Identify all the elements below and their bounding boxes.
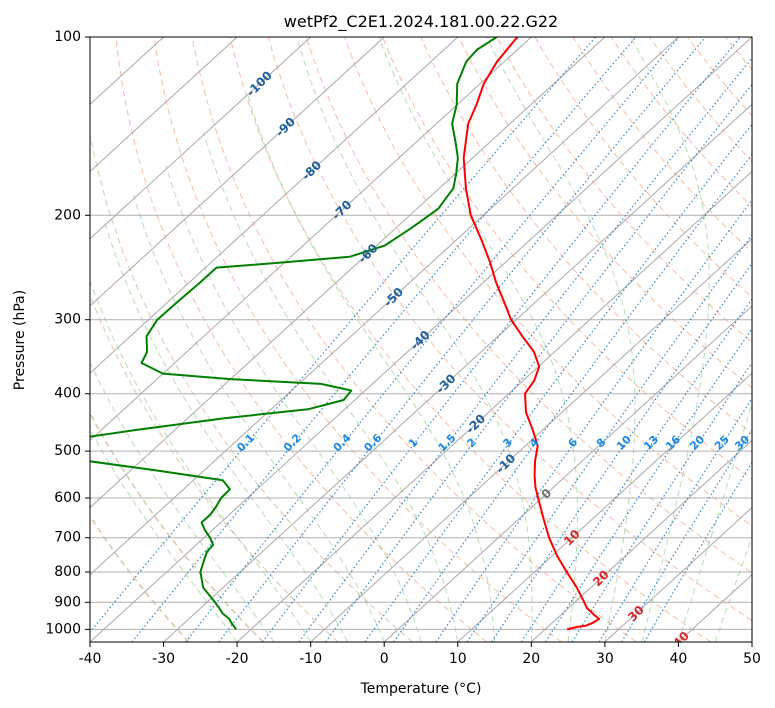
mixing-ratio-lines (90, 37, 752, 642)
isotherm (90, 37, 606, 509)
dry-adiabat (90, 514, 190, 642)
x-tick-label: 10 (449, 651, 467, 667)
mixing-ratio-line (185, 37, 680, 642)
mixing-ratio-line (643, 461, 752, 642)
mixing-ratio-line (598, 397, 752, 642)
mixing-ratio-line (298, 57, 752, 642)
isotherm (90, 37, 238, 173)
x-axis: -40 -30 -20 -10 0 10 20 30 40 50 (79, 642, 761, 667)
y-tick-label: 600 (54, 490, 81, 506)
x-tick-label: -30 (152, 651, 175, 667)
moist-adiabat (90, 361, 275, 642)
y-tick-label: 900 (54, 594, 81, 610)
x-tick-label: 20 (522, 651, 540, 667)
y-tick-label: 100 (54, 29, 81, 45)
isotherm (163, 103, 752, 642)
mixing-ratio-line (621, 428, 752, 642)
plot-area: -100-90-80-70-60-50-40-30-20-10010203040… (90, 37, 752, 642)
moist-adiabat (630, 37, 710, 642)
x-tick-label: -20 (226, 651, 249, 667)
dry-adiabat (90, 411, 264, 642)
x-tick-label: -40 (79, 651, 102, 667)
profile-series (90, 37, 601, 631)
x-axis-label: Temperature (°C) (360, 681, 482, 697)
y-tick-label: 200 (54, 207, 81, 223)
x-tick-label: 30 (596, 651, 614, 667)
y-tick-label: 1000 (45, 621, 81, 637)
temperature-line (462, 37, 601, 631)
mixing-ratio-line (325, 83, 752, 642)
isotherm (310, 238, 752, 642)
y-tick-label: 500 (54, 443, 81, 459)
y-tick-label: 700 (54, 530, 81, 546)
x-tick-label: 0 (380, 651, 389, 667)
x-tick-label: 40 (669, 651, 687, 667)
dry-adiabat (153, 37, 562, 642)
moist-adiabat (247, 94, 496, 642)
moist-adiabat (90, 428, 238, 642)
x-tick-label: 50 (743, 651, 761, 667)
dry-adiabat (305, 37, 752, 574)
isotherm (90, 37, 532, 441)
mixing-ratio-line (364, 123, 752, 642)
pressure-gridlines (90, 37, 752, 630)
chart-title: wetPf2_C2E1.2024.181.00.22.G22 (284, 12, 558, 32)
mixing-ratio-line (90, 37, 597, 633)
y-tick-label: 300 (54, 312, 81, 328)
dry-adiabat (534, 37, 752, 298)
moist-adiabat (165, 165, 422, 642)
y-axis-label: Pressure (hPa) (12, 290, 28, 390)
isotherm (530, 439, 752, 642)
isotherm (90, 37, 459, 374)
isotherm (90, 37, 679, 576)
dry-adiabat (191, 37, 637, 642)
mixing-ratio-line (571, 361, 752, 642)
dry-adiabat (90, 131, 413, 642)
isotherm (90, 37, 752, 642)
x-tick-label: -10 (299, 651, 322, 667)
mixing-ratio-line (520, 297, 752, 642)
dry-adiabat (267, 37, 752, 622)
dewpoint-line (90, 37, 498, 630)
moist-adiabat (378, 37, 578, 642)
mixing-ratio-line (262, 37, 741, 642)
y-tick-label: 800 (54, 564, 81, 580)
isotherms (90, 37, 752, 642)
moist-adiabat (714, 535, 752, 642)
isotherm (457, 372, 752, 642)
mixing-ratio-line (435, 198, 752, 642)
isotherm (90, 37, 385, 307)
moist-adiabat (486, 37, 636, 642)
dry-adiabat (115, 37, 488, 642)
isotherm (236, 170, 752, 642)
mixing-ratio-line (545, 327, 752, 642)
moist-adiabat (677, 401, 752, 642)
isotherm (383, 305, 752, 642)
y-axis: 1000 900 800 700 600 500 400 300 200 100 (45, 29, 90, 637)
mixing-ratio-line (218, 37, 707, 642)
plot-frame (89, 36, 753, 643)
y-tick-label: 400 (54, 386, 81, 402)
isotherm (90, 37, 312, 240)
moist-adiabat (296, 37, 533, 642)
moist-adiabat (104, 221, 348, 642)
moist-adiabat (90, 279, 312, 642)
isotherm (604, 506, 752, 642)
